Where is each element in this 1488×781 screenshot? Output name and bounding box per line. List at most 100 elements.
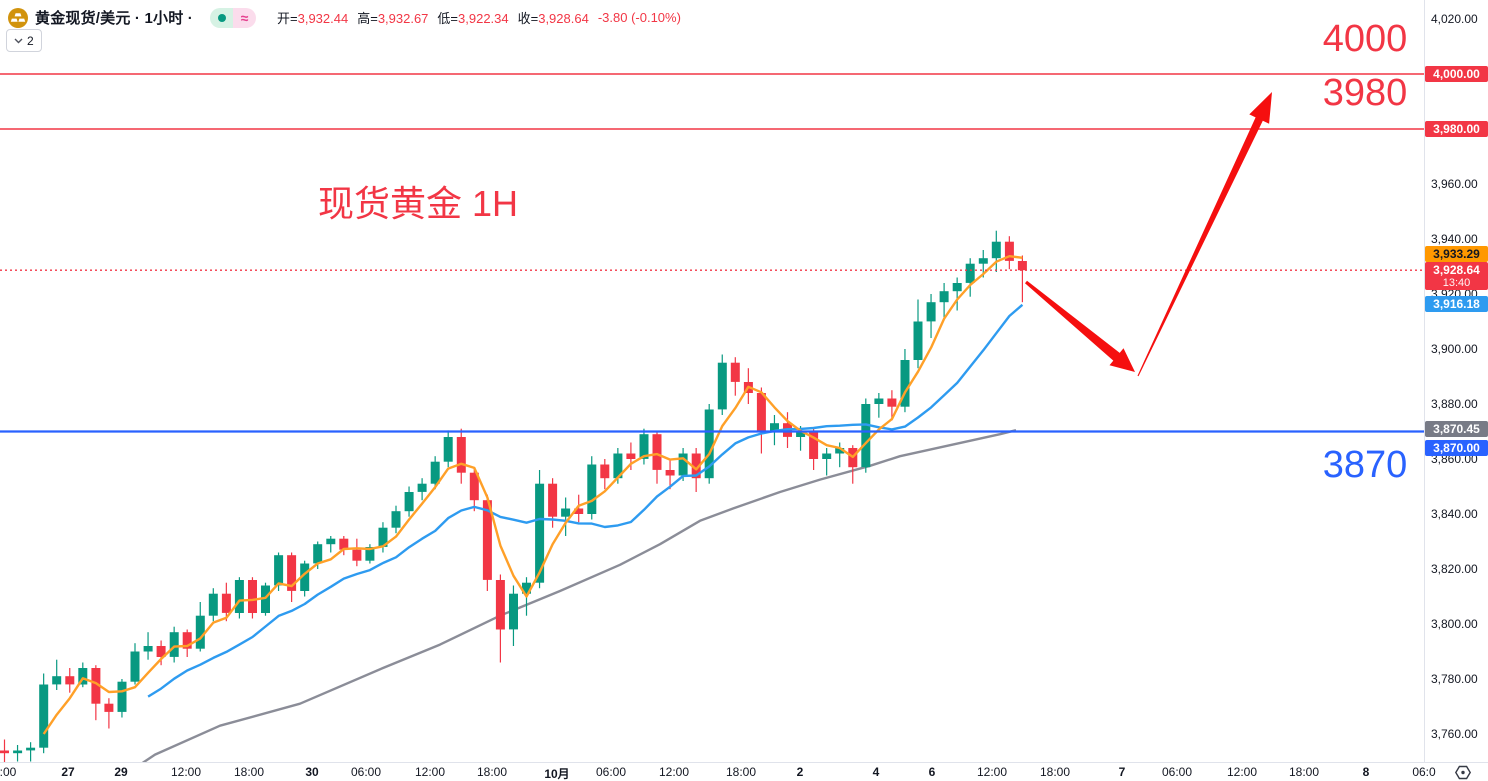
- candle: [274, 555, 284, 586]
- candle: [156, 646, 166, 657]
- chart-text-annotation[interactable]: 3870: [1322, 444, 1408, 486]
- time-axis-tick: 06:00: [595, 765, 627, 779]
- candle: [717, 362, 727, 410]
- projection-arrow-up[interactable]: [1137, 92, 1273, 377]
- candle: [978, 258, 988, 264]
- time-axis-tick: 18:00: [725, 765, 757, 779]
- time-axis[interactable]: :00 27 29 12:00 18:00 30 06:00 12:00 18:00 10月 06:…: [0, 762, 1488, 781]
- price-axis-tick: 3,840.00: [1431, 507, 1478, 521]
- object-count: 2: [27, 33, 34, 48]
- candle: [926, 302, 936, 322]
- chevron-down-icon: [14, 38, 23, 43]
- price-axis[interactable]: 4,020.00 3,960.00 3,940.00 3,920.00 3,900.00…: [1424, 0, 1488, 762]
- candle: [913, 321, 923, 360]
- price-axis-tick: 3,820.00: [1431, 562, 1478, 576]
- candle: [404, 492, 414, 512]
- candle: [822, 453, 832, 459]
- time-axis-tick: 27: [61, 765, 75, 779]
- candle: [730, 362, 740, 382]
- time-axis-tick: 6: [928, 765, 936, 779]
- chart-canvas[interactable]: [0, 0, 1424, 762]
- approx-icon: ≈: [233, 7, 257, 28]
- price-axis-tick: 3,780.00: [1431, 672, 1478, 686]
- candle: [378, 527, 388, 547]
- candle: [443, 437, 453, 462]
- price-axis-tick: 3,880.00: [1431, 397, 1478, 411]
- candle: [39, 684, 49, 748]
- market-status-badge[interactable]: ≈: [210, 7, 257, 28]
- candle: [339, 538, 349, 550]
- candle: [887, 398, 897, 407]
- candle: [417, 483, 427, 492]
- candle: [13, 750, 23, 754]
- time-axis-tick: 06:00: [1161, 765, 1193, 779]
- candle: [117, 681, 127, 712]
- candle: [78, 668, 88, 685]
- status-dot-icon: [217, 13, 226, 22]
- time-axis-tick: 10月: [544, 767, 570, 781]
- time-axis-tick: :00: [0, 765, 17, 779]
- chart-text-annotation[interactable]: 3980: [1322, 72, 1408, 114]
- candle: [430, 461, 440, 484]
- time-axis-tick: 4: [872, 765, 880, 779]
- candle: [52, 676, 62, 685]
- candle: [300, 563, 310, 591]
- ohlc-readout: 开=3,932.44 高=3,932.67 低=3,922.34 收=3,928.64…: [277, 8, 681, 27]
- candle: [352, 549, 362, 561]
- candle: [234, 580, 244, 613]
- time-axis-tick: 18:00: [1039, 765, 1071, 779]
- candle: [756, 393, 766, 432]
- object-tree-count-button[interactable]: 2: [6, 29, 42, 52]
- price-axis-tick: 3,760.00: [1431, 727, 1478, 741]
- candle: [365, 547, 375, 561]
- candle: [678, 453, 688, 476]
- quote-field: 收=3,928.64: [517, 11, 589, 26]
- chart-text-annotation[interactable]: 4000: [1322, 18, 1408, 60]
- candle: [626, 453, 636, 459]
- time-axis-tick: 12:00: [1226, 765, 1258, 779]
- candle: [770, 423, 779, 432]
- time-axis-tick: 12:00: [414, 765, 446, 779]
- candle: [861, 404, 871, 468]
- time-axis-tick: 06:0: [1412, 765, 1436, 779]
- candle: [1017, 261, 1027, 271]
- quote-field: 开=3,932.44: [277, 11, 349, 26]
- candle: [391, 511, 401, 528]
- time-axis-tick: 12:00: [976, 765, 1008, 779]
- candle: [509, 593, 518, 630]
- candle: [639, 434, 649, 459]
- hexagon-dot-icon[interactable]: [1454, 765, 1472, 780]
- price-tag: 3,870.45: [1425, 421, 1488, 437]
- candle: [522, 582, 531, 594]
- chart-text-annotation[interactable]: 现货黄金 1H: [318, 183, 519, 224]
- ma-mid-line: [147, 303, 1024, 698]
- candle: [835, 448, 845, 454]
- candle: [130, 651, 140, 682]
- candle: [143, 646, 153, 652]
- price-tag: 3,980.00: [1425, 121, 1488, 137]
- candle: [65, 676, 75, 685]
- symbol-header: 黄金现货/美元 · 1小时 · ≈ 开=3,932.44 高=3,932.67 低=…: [8, 7, 681, 28]
- time-axis-tick: 8: [1362, 765, 1370, 779]
- candle: [169, 632, 179, 657]
- candle: [574, 508, 584, 514]
- projection-arrow-down[interactable]: [1025, 280, 1135, 372]
- gold-bars-icon: [8, 7, 28, 28]
- time-axis-tick: 06:00: [350, 765, 382, 779]
- price-axis-tick: 4,020.00: [1431, 12, 1478, 26]
- price-axis-tick: 3,800.00: [1431, 617, 1478, 631]
- candle: [0, 750, 9, 754]
- candle: [900, 360, 910, 407]
- candles-layer: [0, 230, 1027, 762]
- price-axis-tick: 3,940.00: [1431, 232, 1478, 246]
- candle: [874, 398, 884, 404]
- candle: [26, 747, 36, 751]
- time-axis-tick: 12:00: [658, 765, 690, 779]
- candle: [939, 291, 949, 303]
- candle: [991, 241, 1001, 259]
- candle: [587, 464, 597, 514]
- time-axis-tick: 12:00: [170, 765, 202, 779]
- candle: [287, 555, 297, 591]
- symbol-title[interactable]: 黄金现货/美元 · 1小时 ·: [35, 10, 194, 27]
